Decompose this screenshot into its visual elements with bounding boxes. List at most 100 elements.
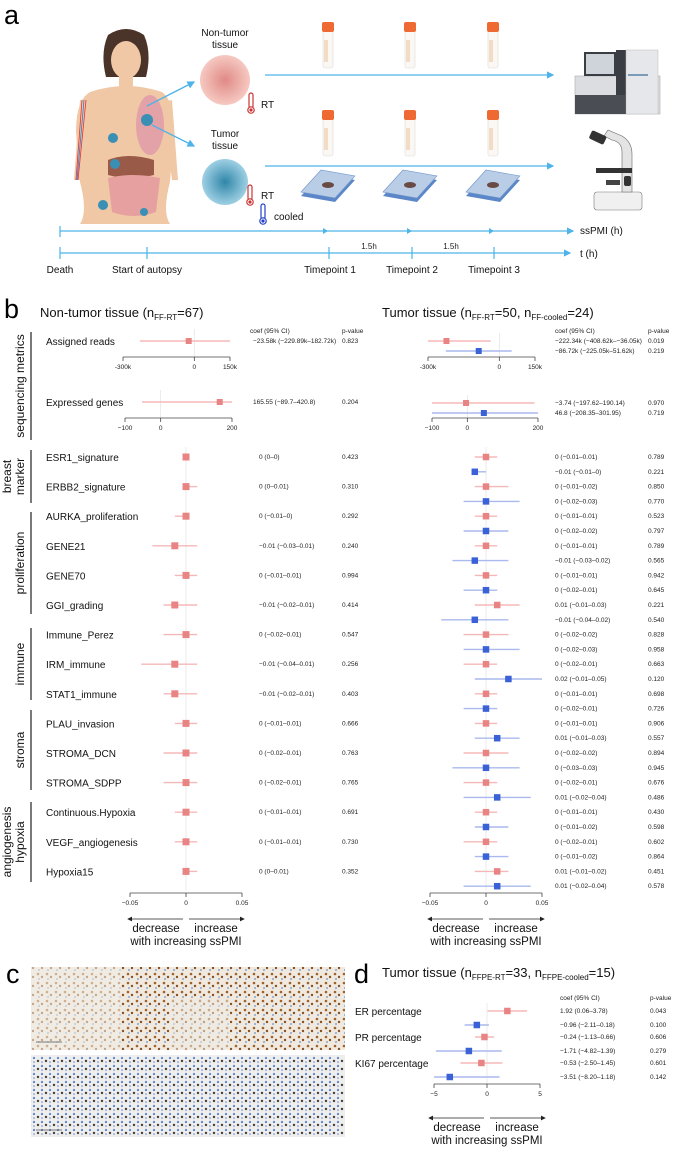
- timeline-timepoint-1: Timepoint 1: [304, 265, 356, 276]
- title-text: Tumor tissue (n: [382, 305, 472, 320]
- tumor-cooled-point: [482, 853, 490, 860]
- coef-value: 0 (−0.02–0.01): [555, 839, 597, 846]
- non-tumor-rt-point: [171, 660, 179, 668]
- coef-value: −3.74 (−197.62–190.14): [555, 400, 625, 407]
- ihc-image-ki67: [31, 1055, 345, 1137]
- tumor-tick-label: 0: [484, 900, 488, 907]
- tumor-direction-caption: with increasing ssPMI: [429, 936, 541, 948]
- p-value: 0.763: [342, 750, 359, 757]
- coef-value: 0 (−0.01–0.01): [555, 543, 597, 550]
- title-text: Tumor tissue (n: [382, 965, 472, 980]
- coef-value: 0 (−0.01–0.01): [259, 839, 301, 846]
- p-value: 0.828: [648, 632, 665, 639]
- coef-value: 0 (−0.01–0.01): [555, 454, 597, 461]
- row-label: Assigned reads: [46, 337, 115, 348]
- row-label: STROMA_DCN: [46, 749, 116, 760]
- row-label: IRM_immune: [46, 660, 106, 671]
- row-label: GENE21: [46, 542, 86, 553]
- tumor-rt-point: [482, 631, 490, 638]
- non-tumor-rt-point: [182, 483, 190, 491]
- coef-header: coef (95% CI): [560, 995, 600, 1002]
- p-value: 0.730: [342, 839, 359, 846]
- non-tumor-seq-tick-label: 0: [193, 364, 197, 371]
- coef-value: −0.01 (−0.02–0.01): [259, 602, 314, 609]
- tumor-tick-label: −0.05: [422, 900, 439, 907]
- p-value: 0.770: [648, 498, 665, 505]
- tumor-seq-tick-label: -300k: [420, 364, 437, 371]
- p-value: 0.547: [342, 632, 359, 639]
- coef-value: −0.24 (−1.13–0.66): [560, 1034, 615, 1041]
- row-label: GGI_grading: [46, 601, 103, 612]
- title-text: Non-tumor tissue (n: [40, 305, 154, 320]
- non-tumor-rt-point: [185, 338, 192, 344]
- interval-label: 1.5h: [443, 242, 459, 251]
- row-label: ERBB2_signature: [46, 483, 126, 494]
- p-value: 0.523: [648, 513, 665, 520]
- coef-value: 0 (−0.01–0): [259, 513, 292, 520]
- non-tumor-direction-caption: with increasing ssPMI: [129, 936, 241, 948]
- non-tumor-seq-tick-label: 150k: [223, 364, 238, 371]
- tumor-cooled-point: [471, 468, 479, 476]
- tumor-tick-label: 0.05: [536, 900, 549, 907]
- tumor-rt-point: [482, 453, 490, 461]
- p-value: 0.823: [342, 338, 359, 345]
- non-tumor-tick-label: 0.05: [236, 900, 249, 907]
- non-tumor-rt-point: [182, 808, 190, 816]
- coef-value: 46.8 (−208.35–301.95): [555, 410, 621, 417]
- coef-value: 0 (−0.01–0.01): [259, 720, 301, 727]
- coef-value: 0 (0–0.01): [259, 484, 289, 491]
- tumor-increase-label: increase: [494, 923, 537, 935]
- coef-value: 0 (−0.01–0.02): [555, 854, 597, 861]
- coef-value: 0.02 (−0.01–0.05): [555, 676, 607, 683]
- coef-header: coef (95% CI): [250, 328, 290, 335]
- tube-cap-icon: [322, 110, 334, 120]
- non-tumor-tick-label: −0.05: [122, 900, 139, 907]
- row-label: STAT1_immune: [46, 690, 117, 701]
- coef-value: 0 (−0.01–0.01): [555, 720, 597, 727]
- row-label: PLAU_invasion: [46, 719, 114, 730]
- tumor-cooled-point: [482, 764, 490, 772]
- coef-value: 0.01 (−0.02–0.04): [555, 794, 607, 801]
- panel-c: [31, 967, 345, 1137]
- tumor-rt-point: [482, 483, 490, 490]
- p-value: 0.789: [648, 543, 665, 550]
- tumor-rt-point: [482, 690, 490, 698]
- tumor-cooled-point: [505, 675, 512, 683]
- p-value: 0.894: [648, 750, 665, 757]
- title-subscript: FFPE-RT: [472, 973, 506, 982]
- coef-value: 165.55 (−89.7–420.8): [253, 399, 315, 406]
- p-value: 0.256: [342, 661, 359, 668]
- p-value-header: p-value: [648, 328, 670, 335]
- ihc-tick-label: −5: [430, 1091, 438, 1098]
- ihc-tick-label: 5: [538, 1091, 542, 1098]
- tube-label-icon: [489, 128, 493, 150]
- tube-cap-icon: [322, 22, 334, 32]
- microscope-icon: [589, 129, 643, 211]
- p-value: 0.352: [342, 868, 359, 875]
- tumor-cooled-point: [475, 348, 482, 354]
- tumor-rt-point: [463, 400, 470, 406]
- non-tumor-seq-tick-label: -300k: [115, 364, 132, 371]
- tumor-decrease-label: decrease: [432, 923, 479, 935]
- tumor-cooled-point: [482, 823, 490, 831]
- tumor-cooled-point: [493, 794, 501, 801]
- rt-label: RT: [261, 191, 274, 202]
- tissue-section-icon: [322, 182, 334, 188]
- timeline-timepoint-2: Timepoint 2: [386, 265, 438, 276]
- coef-value: 0 (−0.02–0.01): [259, 780, 301, 787]
- tumor-rt-point: [482, 808, 490, 816]
- tumor-cooled-point: [471, 557, 479, 564]
- group-label: breast: [0, 459, 14, 493]
- row-label: ER percentage: [355, 1007, 422, 1018]
- p-value: 0.698: [648, 691, 665, 698]
- p-value: 0.451: [648, 868, 665, 875]
- tumor-seq-tick-label: 150k: [528, 364, 543, 371]
- non-tumor-rt-point: [182, 631, 190, 639]
- p-value: 0.994: [342, 572, 359, 579]
- coef-value: −1.71 (−4.82–1.39): [560, 1048, 615, 1055]
- tumor-title: Tumor tissue (nFF-RT=50, nFF-cooled=24): [382, 305, 594, 322]
- coef-header: coef (95% CI): [555, 328, 595, 335]
- ihc-tick-label: 0: [485, 1091, 489, 1098]
- coef-value: 0 (−0.01–0.01): [555, 691, 597, 698]
